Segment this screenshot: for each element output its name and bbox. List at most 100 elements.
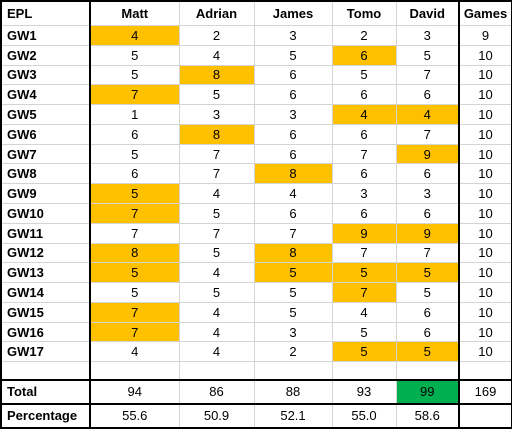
total-cell[interactable]: 94 <box>89 378 180 405</box>
games-cell[interactable]: 10 <box>458 222 512 244</box>
gameweek-label[interactable]: GW12 <box>0 242 91 264</box>
score-cell[interactable]: 7 <box>395 242 460 264</box>
gameweek-label[interactable]: GW15 <box>0 301 91 323</box>
score-cell[interactable]: 6 <box>395 203 460 224</box>
score-cell[interactable]: 7 <box>89 301 180 323</box>
empty-cell[interactable] <box>395 361 460 381</box>
header-james[interactable]: James <box>253 0 333 26</box>
score-cell[interactable]: 8 <box>253 242 333 264</box>
gameweek-label[interactable]: GW17 <box>0 341 91 363</box>
games-cell[interactable]: 10 <box>458 123 512 145</box>
score-cell[interactable]: 5 <box>395 282 460 303</box>
score-cell[interactable]: 6 <box>395 163 460 185</box>
games-cell[interactable]: 10 <box>458 183 512 204</box>
score-cell[interactable]: 5 <box>253 44 333 66</box>
score-cell[interactable]: 7 <box>89 321 180 343</box>
games-cell[interactable]: 10 <box>458 203 512 224</box>
games-cell[interactable]: 10 <box>458 282 512 303</box>
score-cell[interactable]: 5 <box>89 282 180 303</box>
percentage-games-cell[interactable] <box>458 402 512 430</box>
score-cell[interactable]: 4 <box>178 341 255 363</box>
score-cell[interactable]: 5 <box>89 143 180 165</box>
percentage-cell[interactable]: 55.0 <box>331 402 397 430</box>
score-cell[interactable]: 6 <box>395 84 460 106</box>
score-cell[interactable]: 6 <box>253 84 333 106</box>
percentage-label[interactable]: Percentage <box>0 402 91 430</box>
percentage-cell[interactable]: 52.1 <box>253 402 333 430</box>
score-cell[interactable]: 5 <box>331 321 397 343</box>
score-cell[interactable]: 5 <box>178 242 255 264</box>
games-cell[interactable]: 10 <box>458 301 512 323</box>
score-cell[interactable]: 5 <box>89 44 180 66</box>
gameweek-label[interactable]: GW8 <box>0 163 91 185</box>
score-cell[interactable]: 4 <box>331 104 397 125</box>
score-cell[interactable]: 8 <box>178 123 255 145</box>
score-cell[interactable]: 7 <box>89 222 180 244</box>
header-games[interactable]: Games <box>458 0 512 26</box>
score-cell[interactable]: 5 <box>253 262 333 284</box>
empty-cell[interactable] <box>253 361 333 381</box>
percentage-cell[interactable]: 55.6 <box>89 402 180 430</box>
score-cell[interactable]: 7 <box>331 282 397 303</box>
score-cell[interactable]: 2 <box>331 24 397 46</box>
score-cell[interactable]: 3 <box>331 183 397 204</box>
header-matt[interactable]: Matt <box>89 0 180 26</box>
score-cell[interactable]: 6 <box>331 44 397 66</box>
score-cell[interactable]: 1 <box>89 104 180 125</box>
score-cell[interactable]: 6 <box>395 301 460 323</box>
score-cell[interactable]: 2 <box>253 341 333 363</box>
empty-cell[interactable] <box>178 361 255 381</box>
gameweek-label[interactable]: GW2 <box>0 44 91 66</box>
score-cell[interactable]: 8 <box>89 242 180 264</box>
games-cell[interactable]: 10 <box>458 262 512 284</box>
score-cell[interactable]: 4 <box>395 104 460 125</box>
score-cell[interactable]: 5 <box>89 262 180 284</box>
games-cell[interactable]: 10 <box>458 341 512 363</box>
total-games-cell[interactable]: 169 <box>458 378 512 405</box>
score-cell[interactable]: 4 <box>253 183 333 204</box>
gameweek-label[interactable]: GW1 <box>0 24 91 46</box>
score-cell[interactable]: 5 <box>331 341 397 363</box>
total-cell[interactable]: 93 <box>331 378 397 405</box>
score-cell[interactable]: 6 <box>253 143 333 165</box>
score-cell[interactable]: 6 <box>253 64 333 86</box>
percentage-cell[interactable]: 58.6 <box>395 402 460 430</box>
games-cell[interactable]: 10 <box>458 163 512 185</box>
score-cell[interactable]: 7 <box>395 64 460 86</box>
score-cell[interactable]: 8 <box>178 64 255 86</box>
score-cell[interactable]: 5 <box>331 262 397 284</box>
gameweek-label[interactable]: GW13 <box>0 262 91 284</box>
total-label[interactable]: Total <box>0 378 91 405</box>
score-cell[interactable]: 3 <box>178 104 255 125</box>
empty-cell[interactable] <box>331 361 397 381</box>
score-cell[interactable]: 4 <box>89 24 180 46</box>
games-cell[interactable]: 10 <box>458 104 512 125</box>
percentage-cell[interactable]: 50.9 <box>178 402 255 430</box>
score-cell[interactable]: 7 <box>331 242 397 264</box>
score-cell[interactable]: 4 <box>178 321 255 343</box>
header-tomo[interactable]: Tomo <box>331 0 397 26</box>
score-cell[interactable]: 9 <box>395 143 460 165</box>
score-cell[interactable]: 2 <box>178 24 255 46</box>
gameweek-label[interactable]: GW16 <box>0 321 91 343</box>
score-cell[interactable]: 5 <box>89 183 180 204</box>
score-cell[interactable]: 4 <box>331 301 397 323</box>
score-cell[interactable]: 5 <box>89 64 180 86</box>
games-cell[interactable]: 10 <box>458 143 512 165</box>
score-cell[interactable]: 5 <box>331 64 397 86</box>
score-cell[interactable]: 9 <box>395 222 460 244</box>
score-cell[interactable]: 9 <box>331 222 397 244</box>
score-cell[interactable]: 5 <box>178 282 255 303</box>
empty-cell[interactable] <box>458 361 512 381</box>
score-cell[interactable]: 7 <box>178 222 255 244</box>
score-cell[interactable]: 5 <box>253 301 333 323</box>
score-cell[interactable]: 5 <box>395 341 460 363</box>
score-cell[interactable]: 7 <box>178 143 255 165</box>
score-cell[interactable]: 4 <box>178 44 255 66</box>
gameweek-label[interactable]: GW10 <box>0 203 91 224</box>
gameweek-label[interactable]: GW5 <box>0 104 91 125</box>
score-cell[interactable]: 6 <box>331 123 397 145</box>
gameweek-label[interactable]: GW7 <box>0 143 91 165</box>
total-cell[interactable]: 86 <box>178 378 255 405</box>
score-cell[interactable]: 5 <box>253 282 333 303</box>
